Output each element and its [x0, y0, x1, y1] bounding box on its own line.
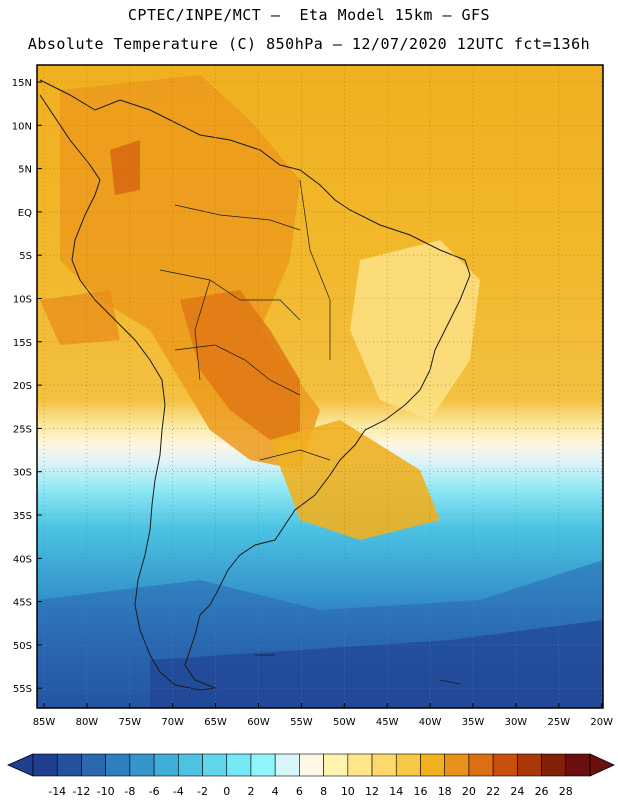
lat-label: 55S	[13, 684, 32, 695]
lat-label: 40S	[13, 554, 32, 565]
longitude-labels: 85W 80W 75W 70W 65W 60W 55W 50W 45W 40W 35W 30W 25W 2…	[33, 703, 613, 728]
colorbar-segment	[517, 753, 542, 777]
colorbar-label: 16	[413, 785, 427, 798]
lon-label: 75W	[118, 717, 141, 728]
colorbar-segment	[250, 753, 276, 777]
lon-label: 40W	[419, 717, 442, 728]
colorbar-label: 14	[389, 785, 403, 798]
colorbar-segment	[153, 753, 179, 777]
lat-label: 5S	[19, 251, 32, 262]
lat-label: 10S	[13, 295, 32, 306]
colorbar-high-arrow	[589, 753, 615, 777]
lon-label: 80W	[76, 717, 99, 728]
colorbar-segment	[541, 753, 567, 777]
lon-label: 50W	[333, 717, 356, 728]
colorbar-label: 4	[272, 785, 279, 798]
colorbar-segment	[565, 753, 591, 777]
lon-label: 70W	[161, 717, 184, 728]
colorbar-label: 2	[247, 785, 254, 798]
lon-label: 65W	[204, 717, 227, 728]
lat-label: 15N	[12, 78, 32, 89]
colorbar-segment	[202, 753, 228, 777]
colorbar-segment	[468, 753, 494, 777]
lat-label: 5N	[18, 165, 32, 176]
colorbar-segment	[299, 753, 324, 777]
lat-label: 30S	[13, 468, 32, 479]
colorbar-label: 10	[341, 785, 355, 798]
latitude-labels: 15N 10N 5N EQ 5S 10S 15S 20S 25S 30S 35S 40S 45S 50S 5…	[12, 78, 42, 695]
colorbar-segment	[371, 753, 397, 777]
colorbar-segment	[32, 753, 58, 777]
colorbar-segment	[81, 753, 106, 777]
colorbar-label: -4	[173, 785, 184, 798]
color-scale-bar: -14 -12 -10 -8 -6 -4 -2 0 2 4 6 8 10 12 14 16 18 20 22 24 26…	[7, 753, 615, 798]
lat-label: 45S	[13, 598, 32, 609]
colorbar-label: 0	[223, 785, 230, 798]
lat-label: 25S	[13, 424, 32, 435]
colorbar-label: -14	[48, 785, 66, 798]
colorbar-segment	[129, 753, 155, 777]
lat-label: EQ	[18, 208, 32, 219]
colorbar-segment	[226, 753, 252, 777]
lat-label: 10N	[12, 121, 32, 132]
colorbar-low-arrow	[7, 753, 34, 777]
colorbar-segment	[444, 753, 470, 777]
colorbar-segment	[492, 753, 518, 777]
lon-label: 20W	[590, 717, 613, 728]
colorbar-segment	[323, 753, 349, 777]
lon-label: 60W	[247, 717, 270, 728]
colorbar-label: 20	[462, 785, 476, 798]
colorbar-segment	[178, 753, 203, 777]
map-frame	[36, 64, 604, 709]
lon-label: 35W	[462, 717, 485, 728]
colorbar-segment	[420, 753, 445, 777]
colorbar-label: -10	[97, 785, 115, 798]
colorbar-label: 8	[320, 785, 327, 798]
lon-label: 30W	[505, 717, 528, 728]
lon-label: 45W	[376, 717, 399, 728]
map-title-line-2: Absolute Temperature (C) 850hPa – 12/07/…	[27, 35, 591, 53]
lon-label: 85W	[33, 717, 56, 728]
colorbar-segment	[395, 753, 421, 777]
colorbar-label: -12	[72, 785, 90, 798]
colorbar-label: -6	[149, 785, 160, 798]
south-america-coastline	[39, 79, 471, 691]
lat-label: 50S	[13, 641, 32, 652]
colorbar-label: 26	[535, 785, 549, 798]
colorbar-label: 24	[510, 785, 524, 798]
colorbar-label: -2	[197, 785, 208, 798]
colorbar-label: 18	[438, 785, 452, 798]
lat-label: 35S	[13, 511, 32, 522]
colorbar-label: 12	[365, 785, 379, 798]
temperature-field	[37, 65, 603, 708]
lat-label: 20S	[13, 381, 32, 392]
colorbar-label: 28	[559, 785, 573, 798]
lat-label: 15S	[13, 338, 32, 349]
colorbar-segment	[274, 753, 300, 777]
lon-label: 25W	[547, 717, 570, 728]
colorbar-label: -8	[124, 785, 135, 798]
colorbar-segment	[56, 753, 82, 777]
colorbar-segment	[105, 753, 131, 777]
colorbar-label: 22	[486, 785, 500, 798]
map-title-line-1: CPTEC/INPE/MCT – Eta Model 15km – GFS	[127, 6, 491, 24]
lon-label: 55W	[290, 717, 313, 728]
colorbar-label: 6	[296, 785, 303, 798]
colorbar-segment	[347, 753, 373, 777]
